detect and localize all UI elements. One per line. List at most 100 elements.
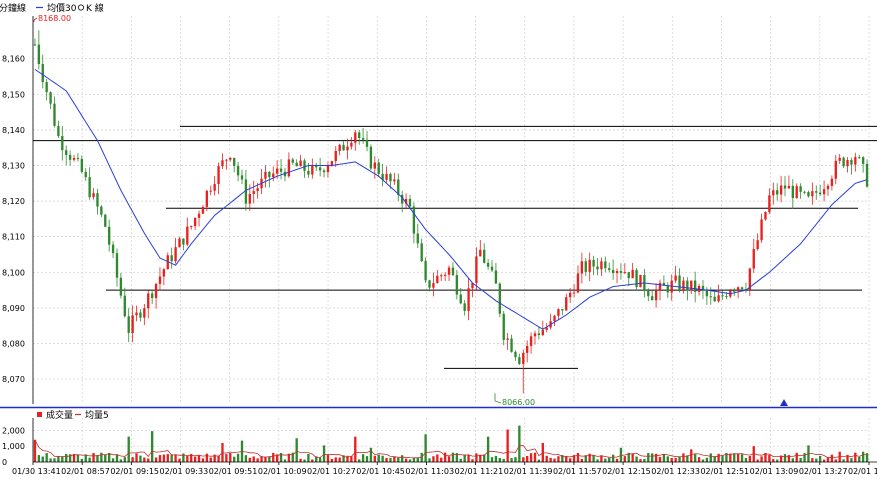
volume-bar <box>494 455 498 462</box>
candle-body <box>627 272 630 279</box>
candle-body <box>764 212 767 220</box>
volume-bar <box>815 458 818 462</box>
legend-k-marker-icon <box>77 4 85 11</box>
volume-bar <box>397 457 400 462</box>
candle-body <box>619 270 623 273</box>
volume-bar <box>744 457 748 462</box>
volume-bar <box>553 458 556 462</box>
candle-body <box>838 157 841 161</box>
candle-body <box>100 206 103 215</box>
triangle-marker-icon <box>780 399 788 406</box>
candle-body <box>486 262 490 267</box>
volume-bar <box>729 453 732 462</box>
candle-body <box>709 296 712 298</box>
candle-body <box>135 312 138 316</box>
candle-body <box>776 190 779 195</box>
time-tick-label: 02/01 10:09 <box>258 467 307 476</box>
volume-bar <box>193 456 197 462</box>
candle-body <box>205 190 209 207</box>
volume-bar <box>463 454 466 462</box>
candle-body <box>733 290 736 292</box>
volume-bar <box>377 454 380 462</box>
candle-body <box>311 164 314 175</box>
candle-body <box>170 255 173 262</box>
candle-body <box>799 186 802 192</box>
volume-bar <box>654 453 658 462</box>
candle-body <box>252 191 255 195</box>
price-tick-label: 8,140 <box>2 126 25 135</box>
reference-lines <box>33 125 877 369</box>
volume-swatch <box>37 412 42 417</box>
volume-bar <box>108 453 111 462</box>
volume-bar <box>123 457 126 462</box>
volume-bar <box>381 455 384 462</box>
volume-bar <box>115 454 119 462</box>
candle-body <box>53 103 56 126</box>
volume-bar <box>68 454 72 462</box>
candle-body <box>736 287 740 291</box>
volume-bar <box>518 425 521 462</box>
candle-body <box>334 150 337 162</box>
candle-body <box>213 184 216 191</box>
candle-body <box>576 273 580 293</box>
candle-body <box>162 269 166 277</box>
volume-bar <box>846 454 849 462</box>
volume-bar <box>268 456 271 462</box>
volume-bar <box>57 455 60 462</box>
candle-body <box>115 253 119 278</box>
volume-bar <box>213 454 216 462</box>
volume-bar <box>795 452 798 462</box>
volume-bar <box>791 458 794 462</box>
volume-bar <box>709 453 712 462</box>
candlesticks <box>33 30 869 394</box>
candle-body <box>41 64 44 83</box>
volume-bar <box>432 456 435 462</box>
volume-bar <box>256 458 259 462</box>
volume-bar <box>369 447 373 462</box>
candle-body <box>631 269 634 279</box>
price-tick-label: 8,150 <box>2 90 25 99</box>
volume-bar <box>565 455 568 462</box>
price-tick-label: 8,090 <box>2 304 25 313</box>
candle-body <box>623 272 627 274</box>
volume-bar <box>225 454 228 462</box>
candle-body <box>662 282 666 286</box>
time-tick-label: 02/01 12:33 <box>651 467 700 476</box>
volume-legend: 成交量 均量5 <box>37 409 109 421</box>
volume-bar <box>80 458 84 462</box>
volume-bar <box>389 457 392 462</box>
candle-body <box>514 351 517 358</box>
candle-body <box>705 290 709 297</box>
moving-average-line <box>34 68 868 330</box>
time-tick-label: 02/01 09:33 <box>160 467 209 476</box>
candle-body <box>647 290 650 297</box>
candle-body <box>865 163 869 187</box>
candle-body <box>479 249 482 257</box>
candle-body <box>772 190 775 196</box>
volume-bar <box>424 434 427 462</box>
volume-bar <box>588 453 591 462</box>
time-tick-label: 02/01 12:51 <box>700 467 749 476</box>
candle-body <box>682 280 685 290</box>
volume-bar <box>373 455 376 462</box>
volume-bar <box>651 453 654 462</box>
candle-body <box>787 185 791 189</box>
high-leader-tick <box>33 17 38 21</box>
volume-bar <box>643 458 646 462</box>
volume-bar <box>279 452 283 462</box>
volume-bar <box>236 453 240 462</box>
volume-bar <box>260 456 263 462</box>
time-tick-label: 01/30 13:41 <box>12 467 61 476</box>
volume-bar <box>318 457 322 462</box>
volume-bar <box>350 456 353 462</box>
volume-bar <box>604 458 607 462</box>
candle-body <box>307 170 310 175</box>
volume-bar <box>803 453 806 462</box>
candle-body <box>389 173 392 182</box>
candle-body <box>248 194 251 204</box>
volume-bar <box>443 452 447 462</box>
candle-body <box>127 316 130 333</box>
candle-body <box>545 327 548 330</box>
volume-bar <box>713 456 716 462</box>
candle-body <box>428 280 431 288</box>
